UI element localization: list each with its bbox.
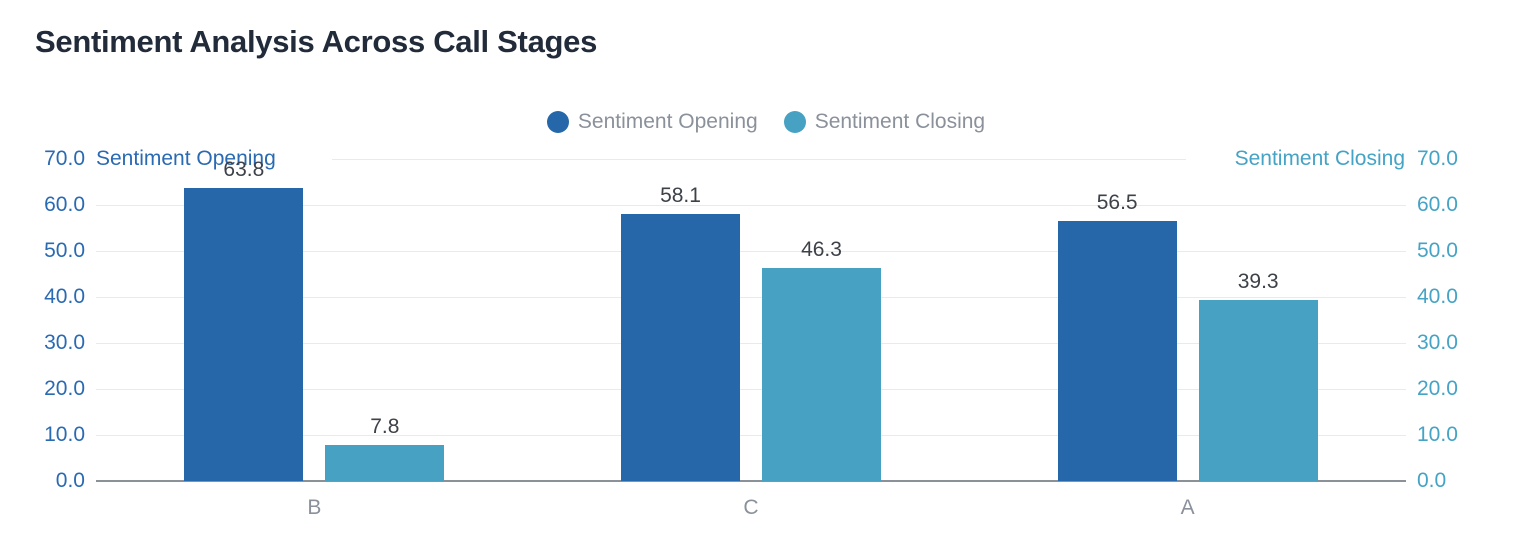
left-axis-tick-label: 30.0 xyxy=(44,331,85,354)
legend-item-sentiment-closing[interactable]: Sentiment Closing xyxy=(783,110,986,134)
right-axis-tick-label: 70.0 xyxy=(1417,147,1458,170)
right-axis-tick-label: 30.0 xyxy=(1417,331,1458,354)
legend-swatch-circle-icon xyxy=(546,111,569,133)
category-label: B xyxy=(307,496,322,519)
bar-sentiment-opening[interactable] xyxy=(184,187,304,481)
left-axis-tick-label: 50.0 xyxy=(44,239,85,262)
bar-sentiment-closing[interactable] xyxy=(762,268,881,481)
right-axis-title: Sentiment Closing xyxy=(1234,147,1405,170)
right-axis-tick-label: 10.0 xyxy=(1417,423,1458,446)
bar-value-label: 58.1 xyxy=(660,183,701,207)
left-axis-tick-label: 40.0 xyxy=(44,285,85,308)
left-axis-tick-label: 70.0 xyxy=(44,147,85,170)
left-axis-tick-label: 10.0 xyxy=(44,423,85,446)
legend-label: Sentiment Closing xyxy=(814,110,986,133)
category-label: C xyxy=(743,496,759,519)
right-axis-tick-label: 50.0 xyxy=(1417,239,1458,262)
x-axis-line xyxy=(96,480,1406,482)
right-axis-tick-label: 0.0 xyxy=(1417,469,1447,492)
right-axis-tick-label: 60.0 xyxy=(1417,193,1458,216)
bar-value-label: 56.5 xyxy=(1096,191,1138,215)
bar-sentiment-opening[interactable] xyxy=(621,213,740,481)
gridline xyxy=(96,435,1406,436)
gridline xyxy=(96,389,1406,390)
gridline xyxy=(96,343,1406,344)
right-axis-tick-label: 20.0 xyxy=(1417,377,1458,400)
bar-sentiment-opening[interactable] xyxy=(1057,221,1177,481)
chart-title: Sentiment Analysis Across Call Stages xyxy=(35,24,598,59)
bar-sentiment-closing[interactable] xyxy=(1198,300,1318,481)
left-axis-tick-label: 60.0 xyxy=(44,193,85,216)
gridline xyxy=(96,297,1406,298)
legend: Sentiment Opening Sentiment Closing xyxy=(0,110,1532,134)
left-axis-tick-label: 0.0 xyxy=(55,469,85,492)
gridline xyxy=(96,251,1406,252)
legend-item-sentiment-opening[interactable]: Sentiment Opening xyxy=(546,110,758,134)
left-axis-tick-label: 20.0 xyxy=(44,377,85,400)
category-label: A xyxy=(1180,496,1195,519)
gridline xyxy=(96,205,1406,206)
right-axis-tick-label: 40.0 xyxy=(1417,285,1458,308)
gridline xyxy=(332,159,1186,160)
bar-value-label: 63.8 xyxy=(223,157,265,181)
bar-value-label: 39.3 xyxy=(1237,270,1279,294)
bar-value-label: 7.8 xyxy=(370,415,400,439)
bar-value-label: 46.3 xyxy=(801,238,842,262)
bar-sentiment-closing[interactable] xyxy=(325,445,445,481)
left-axis-title: Sentiment Opening xyxy=(96,147,276,170)
legend-swatch-circle-icon xyxy=(783,111,806,133)
legend-label: Sentiment Opening xyxy=(577,110,758,133)
